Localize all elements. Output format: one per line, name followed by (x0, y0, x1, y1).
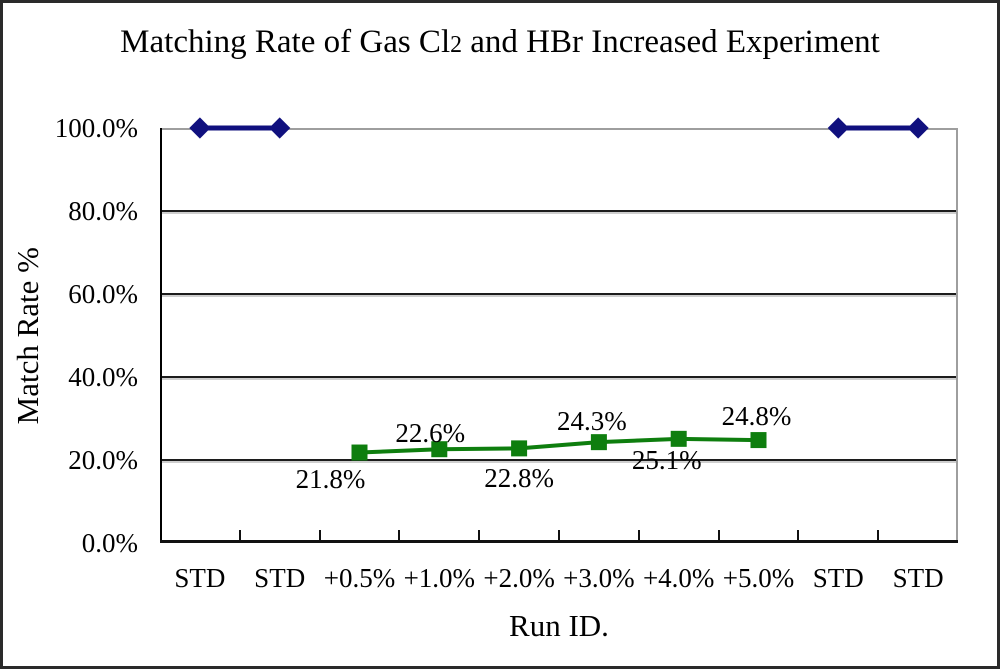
diamond-marker (907, 117, 929, 139)
plot-border-top (160, 128, 958, 130)
y-tick-label: 20.0% (68, 445, 138, 475)
y-tick-label: 40.0% (68, 362, 138, 392)
chart-title-suffix: and HBr Increased Experiment (461, 24, 880, 60)
chart-title-prefix: Matching Rate of Gas Cl (120, 24, 451, 60)
x-tick-label: +4.0% (642, 563, 715, 593)
square-marker (750, 432, 767, 449)
plot-svg (189, 117, 929, 461)
chart-title: Matching Rate of Gas Cl2 and HBr Increas… (0, 24, 1000, 61)
square-marker (431, 441, 448, 458)
x-axis-tick (238, 530, 241, 543)
x-tick-label: +0.5% (323, 563, 396, 593)
x-tick-label: STD (174, 563, 226, 593)
x-axis-title: Run ID. (509, 608, 609, 643)
series-line-square (359, 436, 759, 455)
gridline-40.0% (160, 376, 958, 378)
plot-area: 21.8% 22.6% 22.8% 24.3% 25.1% 24.8% (160, 117, 958, 543)
x-tick-label: STD (892, 563, 944, 593)
y-axis-tick-labels: 0.0% 20.0% 40.0% 60.0% 80.0% 100.0% (0, 114, 140, 557)
x-tick-label: +2.0% (483, 563, 555, 593)
x-axis-tick (797, 530, 800, 543)
x-tick-label: +1.0% (403, 563, 476, 593)
y-tick-label: 100.0% (54, 113, 138, 143)
chart-title-subscript: 2 (450, 32, 462, 58)
square-marker (590, 434, 607, 451)
y-tick-label: 0.0% (81, 528, 138, 558)
y-tick-label: 80.0% (68, 196, 138, 226)
x-tick-label: +5.0% (722, 563, 795, 593)
plot-border-right (956, 128, 958, 543)
diamond-marker (827, 117, 849, 139)
gridline-20.0% (160, 459, 958, 461)
square-marker (351, 444, 368, 461)
x-tick-label: +3.0% (563, 563, 635, 593)
x-axis-tick (717, 530, 720, 543)
x-tick-label: STD (254, 563, 306, 593)
y-axis-line (160, 128, 162, 543)
square-marker (511, 440, 528, 457)
square-marker (670, 430, 687, 447)
x-tick-label: STD (812, 563, 864, 593)
y-tick-label: 60.0% (68, 279, 138, 309)
gridline-60.0% (160, 293, 958, 295)
x-axis-tick (558, 530, 560, 543)
x-axis-tick (318, 530, 321, 543)
x-axis-tick (398, 530, 401, 543)
x-axis-tick (478, 530, 481, 543)
x-axis-tick-labels: STD STD +0.5% +1.0% +2.0% +3.0% +4.0% +5.0% STD S… (160, 562, 958, 598)
diamond-marker (269, 117, 291, 139)
x-axis-tick (637, 530, 640, 543)
gridline-80.0% (160, 210, 958, 212)
x-axis-tick (877, 530, 880, 543)
